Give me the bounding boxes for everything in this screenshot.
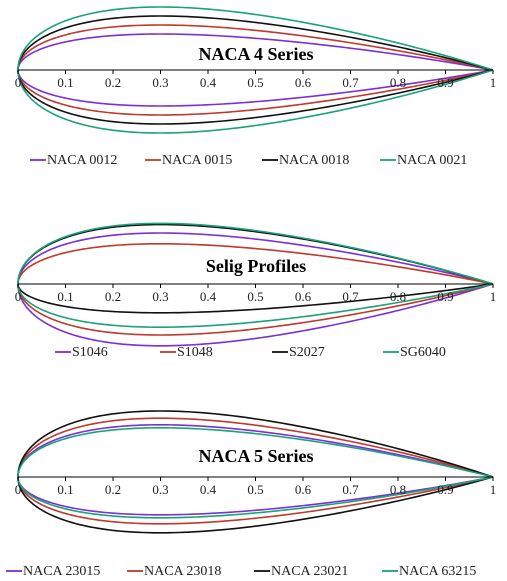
panel-title: NACA 5 Series	[199, 446, 314, 466]
legend-label: NACA 0012	[47, 153, 117, 168]
series-4-lower-curve	[17, 283, 494, 328]
panel-2: 0 0.1 0.2 0.3 0.4 0.5 0.6 0.7 0.8 0.9 1 Selig Profi…	[15, 222, 497, 360]
series-4-upper-curve	[17, 6, 494, 71]
x-tick-label: 0.6	[295, 75, 312, 90]
x-tick-label: 0.3	[152, 482, 168, 497]
x-tick-label: 0.5	[247, 75, 263, 90]
series-1-upper-curve	[17, 424, 494, 478]
x-tick-label: 0.3	[152, 289, 168, 304]
legend-label: NACA 63215	[399, 564, 476, 579]
x-tick-label: 0.1	[57, 482, 73, 497]
legend-label: NACA 0021	[397, 153, 467, 168]
series-3-lower-curve	[17, 69, 494, 125]
legend-label: NACA 23021	[271, 564, 348, 579]
legend: NACA 23015 NACA 23018 NACA 23021 NACA 63215	[6, 564, 476, 579]
x-tick-label: 1	[490, 289, 497, 304]
x-tick-label: 0.9	[437, 75, 453, 90]
legend-label: NACA 0015	[162, 153, 232, 168]
series-4-upper-curve	[17, 222, 494, 285]
panel-1: 0 0.1 0.2 0.3 0.4 0.5 0.6 0.7 0.8 0.9 1 NACA 4 Seri…	[15, 6, 497, 168]
x-tick-label: 0.1	[57, 289, 73, 304]
series-2-lower-curve	[17, 69, 494, 116]
x-tick-label: 0	[15, 482, 22, 497]
series-4-lower-curve	[17, 69, 494, 134]
series-4-upper-curve	[17, 427, 494, 478]
series-3-upper-curve	[17, 15, 494, 71]
x-tick-label: 0.4	[200, 482, 217, 497]
x-tick-label: 0.7	[342, 75, 359, 90]
series-1-upper-curve	[17, 232, 494, 285]
x-tick-label: 0.8	[390, 75, 406, 90]
x-tick-label: 0.6	[295, 482, 312, 497]
x-tick-label: 0.7	[342, 482, 359, 497]
series-2-lower-curve	[17, 476, 494, 525]
panel-title: NACA 4 Series	[199, 44, 314, 64]
series-3-upper-curve	[17, 410, 494, 478]
x-tick-label: 0.4	[200, 75, 217, 90]
x-tick-label: 0.5	[247, 482, 263, 497]
x-tick-label: 0.3	[152, 75, 168, 90]
series-1-lower-curve	[17, 283, 494, 347]
x-tick-label: 0.2	[105, 75, 121, 90]
legend-label: NACA 23018	[144, 564, 221, 579]
x-tick-label: 1	[490, 75, 497, 90]
x-tick-label: 0.5	[247, 289, 263, 304]
legend-label: S2027	[289, 345, 325, 360]
x-tick-label: 0	[15, 75, 22, 90]
x-tick-label: 0.2	[105, 289, 121, 304]
series-2-lower-curve	[17, 283, 494, 336]
legend-label: S1046	[72, 345, 108, 360]
x-tick-label: 0.8	[390, 482, 406, 497]
x-tick-label: 0.7	[342, 289, 359, 304]
legend: NACA 0012 NACA 0015 NACA 0018 NACA 0021	[30, 153, 467, 168]
series-1-upper-curve	[17, 33, 494, 71]
series-1-lower-curve	[17, 476, 494, 516]
x-tick-label: 0.2	[105, 482, 121, 497]
series-2-upper-curve	[17, 24, 494, 71]
series-1-lower-curve	[17, 69, 494, 107]
x-tick-label: 0.8	[390, 289, 406, 304]
panel-title: Selig Profiles	[206, 256, 306, 276]
legend-label: NACA 23015	[23, 564, 100, 579]
series-2-upper-curve	[17, 417, 494, 478]
legend-label: S1048	[177, 345, 213, 360]
panel-3: 0 0.1 0.2 0.3 0.4 0.5 0.6 0.7 0.8 0.9 1 NACA 5 Seri…	[6, 410, 497, 579]
legend-label: NACA 0018	[279, 153, 349, 168]
series-2-upper-curve	[17, 243, 494, 285]
series-3-lower-curve	[17, 476, 494, 534]
x-tick-label: 0	[15, 289, 22, 304]
x-tick-label: 1	[490, 482, 497, 497]
x-tick-label: 0.4	[200, 289, 217, 304]
legend-label: SG6040	[400, 345, 446, 360]
series-4-lower-curve	[17, 476, 494, 519]
x-tick-label: 0.6	[295, 289, 312, 304]
x-tick-label: 0.9	[437, 289, 453, 304]
series-3-lower-curve	[17, 283, 494, 314]
x-tick-label: 0.9	[437, 482, 453, 497]
legend: S1046 S1048 S2027 SG6040	[55, 345, 446, 360]
x-tick-label: 0.1	[57, 75, 73, 90]
